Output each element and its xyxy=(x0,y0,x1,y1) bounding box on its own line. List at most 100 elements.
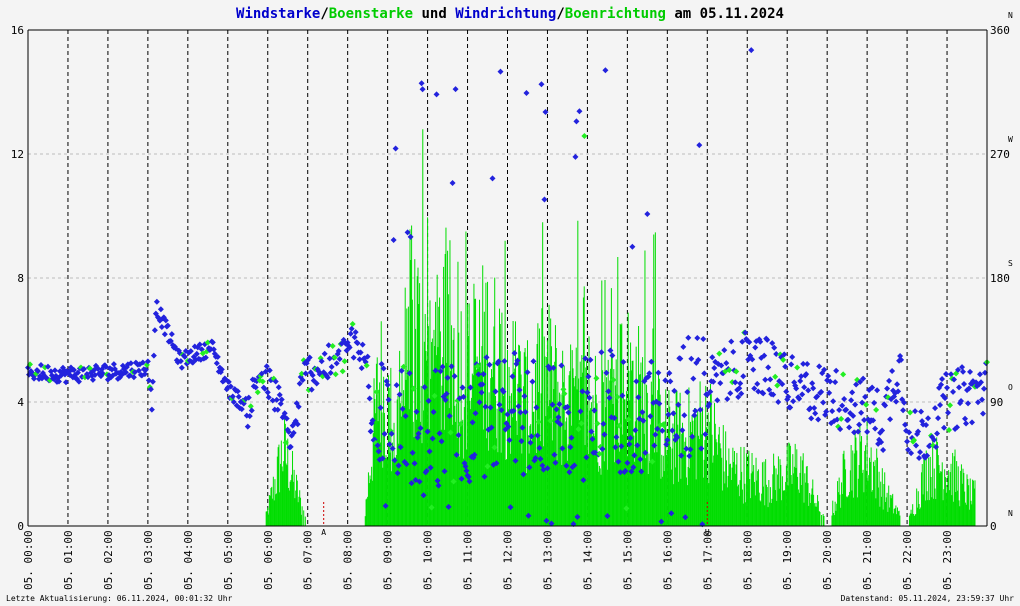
direction-point xyxy=(938,381,945,388)
direction-point xyxy=(691,412,698,419)
direction-point xyxy=(520,471,527,478)
direction-point xyxy=(860,375,867,382)
direction-point xyxy=(723,360,730,367)
direction-point xyxy=(398,367,405,374)
direction-point xyxy=(811,404,818,411)
direction-point xyxy=(889,368,896,375)
direction-point xyxy=(762,376,769,383)
direction-point xyxy=(975,399,982,406)
direction-point xyxy=(395,462,402,469)
direction-point xyxy=(674,434,681,441)
direction-point xyxy=(766,386,773,393)
direction-point xyxy=(375,448,382,455)
direction-point xyxy=(99,370,106,377)
direction-point xyxy=(246,413,253,420)
left-tick-label: 0 xyxy=(17,520,24,533)
direction-point xyxy=(489,175,496,182)
direction-point xyxy=(516,386,523,393)
direction-point xyxy=(89,376,96,383)
direction-point xyxy=(695,356,702,363)
direction-point xyxy=(878,439,885,446)
x-tick-label: 05. 18:00 xyxy=(741,530,754,590)
direction-point xyxy=(567,444,574,451)
direction-point xyxy=(550,364,557,371)
direction-point xyxy=(969,419,976,426)
direction-point xyxy=(141,371,148,378)
direction-point xyxy=(438,438,445,445)
direction-point xyxy=(187,348,194,355)
direction-point xyxy=(475,371,482,378)
direction-point xyxy=(622,467,629,474)
direction-point xyxy=(960,368,967,375)
direction-point xyxy=(517,409,524,416)
direction-point xyxy=(585,373,592,380)
direction-point xyxy=(967,368,974,375)
direction-point xyxy=(846,424,853,431)
direction-point xyxy=(460,393,467,400)
direction-point xyxy=(193,350,200,357)
direction-point xyxy=(552,459,559,466)
gust-direction-point xyxy=(428,504,435,511)
direction-point xyxy=(437,368,444,375)
direction-point xyxy=(505,423,512,430)
gust-direction-point xyxy=(447,429,454,436)
direction-point xyxy=(453,451,460,458)
direction-point xyxy=(683,445,690,452)
direction-point xyxy=(800,360,807,367)
direction-point xyxy=(149,378,156,385)
direction-point xyxy=(908,450,915,457)
direction-point xyxy=(285,428,292,435)
direction-point xyxy=(654,425,661,432)
direction-point xyxy=(407,233,414,240)
direction-point xyxy=(760,390,767,397)
direction-point xyxy=(275,384,282,391)
direction-point xyxy=(628,468,635,475)
gust-direction-point xyxy=(649,458,656,465)
direction-point xyxy=(925,415,932,422)
direction-point xyxy=(841,395,848,402)
direction-point xyxy=(604,512,611,519)
direction-point xyxy=(346,344,353,351)
left-axis-ticks: 0 4 8 12 16 xyxy=(11,24,25,533)
title-windstarke: Windstarke xyxy=(236,6,320,22)
direction-point xyxy=(432,367,439,374)
direction-point xyxy=(563,462,570,469)
x-axis-ticks: 05. 00:00 05. 01:00 05. 02:00 05. 03:00 05. … xyxy=(22,530,954,590)
direction-series xyxy=(25,47,990,528)
direction-point xyxy=(950,388,957,395)
gust-direction-point xyxy=(339,368,346,375)
direction-point xyxy=(492,388,499,395)
gust-direction-point xyxy=(840,371,847,378)
direction-point xyxy=(580,477,587,484)
direction-point xyxy=(527,439,534,446)
direction-point xyxy=(798,373,805,380)
direction-point xyxy=(682,514,689,521)
direction-point xyxy=(981,385,988,392)
direction-point xyxy=(962,415,969,422)
direction-point xyxy=(213,360,220,367)
direction-point xyxy=(472,410,479,417)
marker-label: U xyxy=(705,528,710,537)
direction-point xyxy=(684,388,691,395)
direction-point xyxy=(901,399,908,406)
direction-point xyxy=(639,409,646,416)
direction-point xyxy=(770,391,777,398)
x-tick-label: 05. 08:00 xyxy=(342,530,355,590)
right-tick-label: 90 xyxy=(990,396,1003,409)
gust-direction-point xyxy=(298,370,305,377)
direction-point xyxy=(178,364,185,371)
direction-point xyxy=(748,47,755,54)
direction-point xyxy=(880,446,887,453)
direction-point xyxy=(403,461,410,468)
direction-point xyxy=(377,404,384,411)
left-tick-label: 4 xyxy=(17,396,24,409)
direction-point xyxy=(943,371,950,378)
direction-point xyxy=(546,365,553,372)
direction-point xyxy=(209,339,216,346)
direction-point xyxy=(735,394,742,401)
direction-point xyxy=(476,399,483,406)
direction-point xyxy=(388,430,395,437)
direction-point xyxy=(177,358,184,365)
direction-point xyxy=(579,388,586,395)
